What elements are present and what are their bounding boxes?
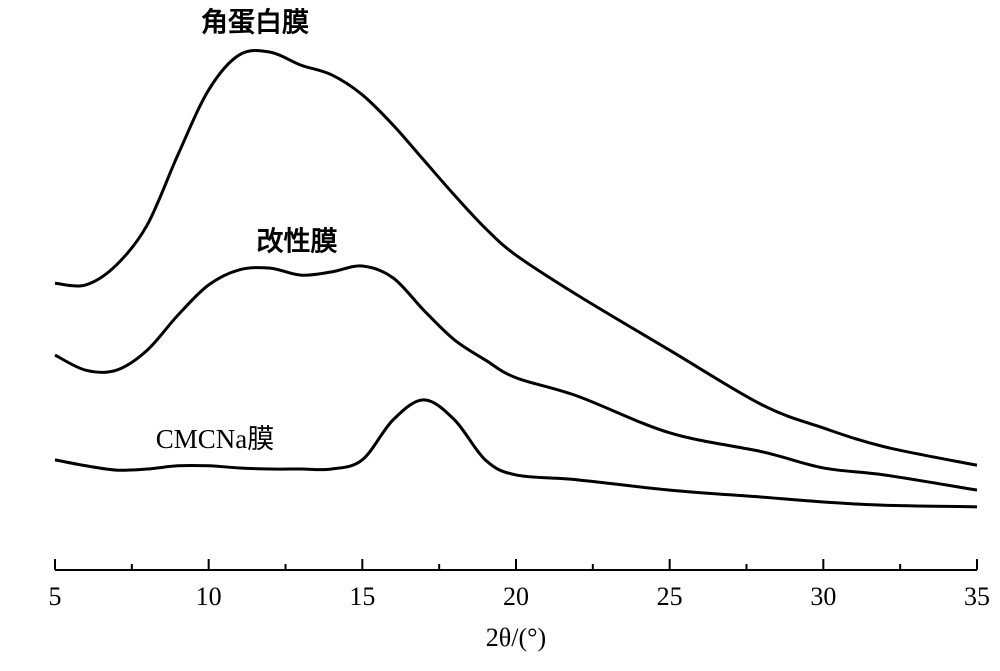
- x-tick-label: 30: [810, 582, 836, 611]
- series-label: CMCNa膜: [156, 424, 275, 454]
- x-tick-label: 20: [503, 582, 529, 611]
- x-tick-label: 25: [657, 582, 683, 611]
- series-label: 角蛋白膜: [201, 7, 309, 39]
- line: [54, 398, 978, 509]
- line: [54, 48, 978, 467]
- x-tick-label: 10: [196, 582, 222, 611]
- x-tick-label: 35: [964, 582, 990, 611]
- x-tick-label: 5: [49, 582, 62, 611]
- x-axis-label: 2θ/(°): [486, 623, 546, 652]
- line: [54, 264, 978, 492]
- x-tick-label: 15: [349, 582, 375, 611]
- series-label: 改性膜: [257, 227, 338, 258]
